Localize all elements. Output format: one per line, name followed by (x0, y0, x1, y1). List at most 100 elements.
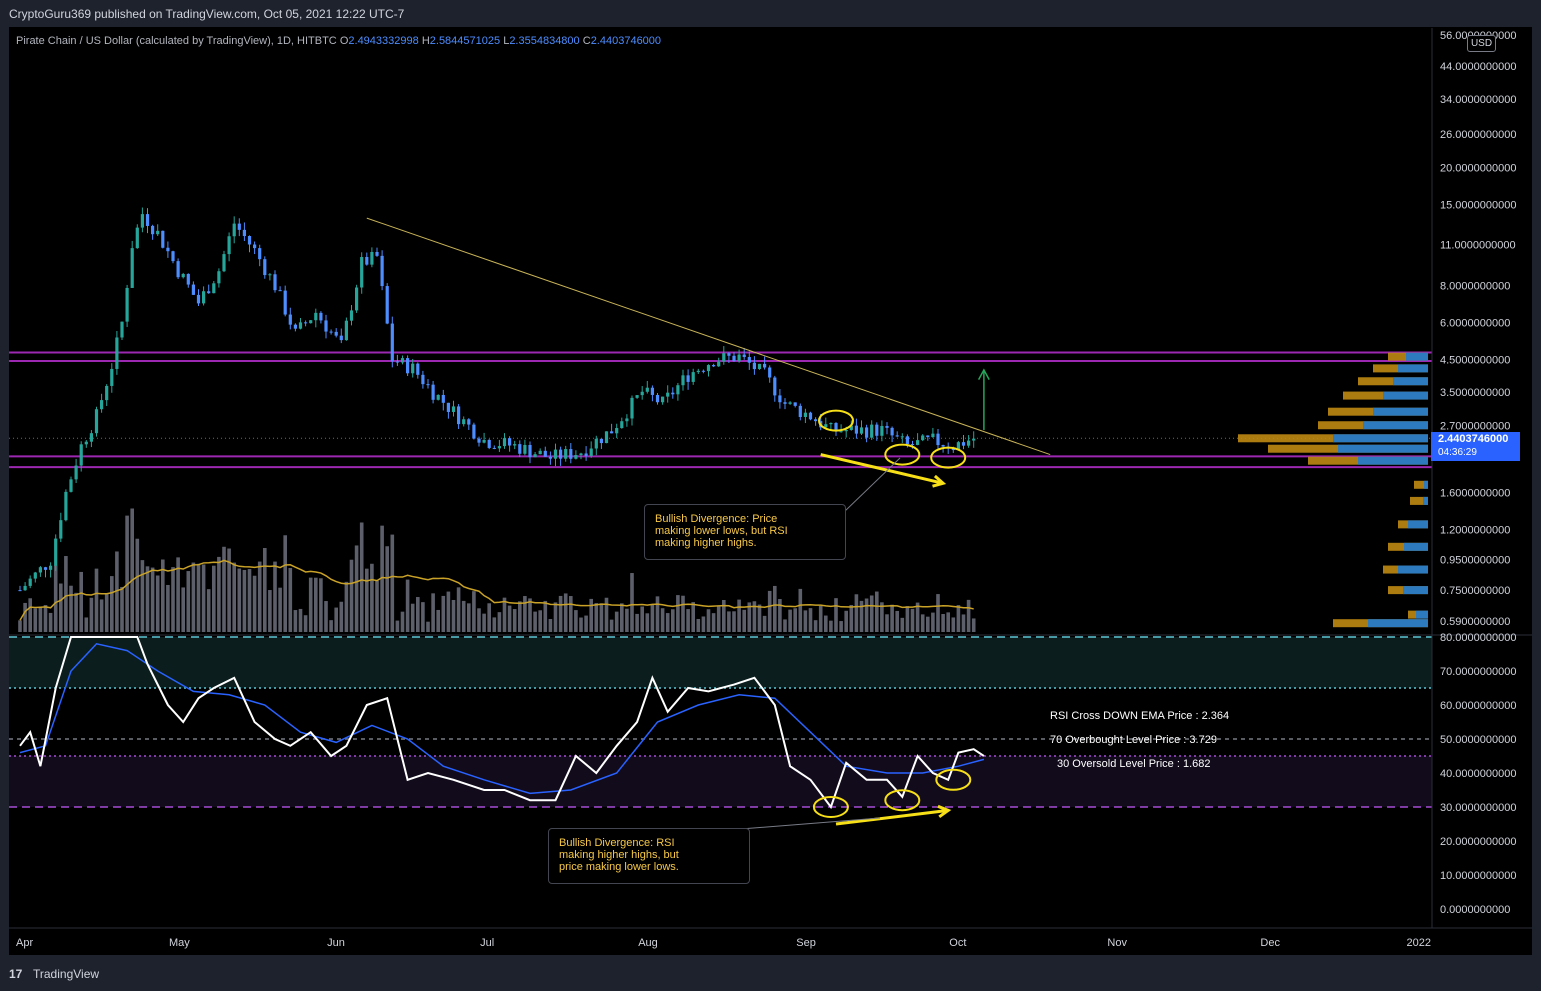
volume-bar-94 (497, 612, 502, 632)
volume-bar-187 (971, 618, 976, 632)
profile-down-4 (1373, 407, 1428, 416)
volume-bar-84 (446, 591, 451, 632)
candle-body-2021-07-08 (518, 444, 522, 454)
candle-body-2021-05-15 (242, 229, 246, 237)
volume-bar-139 (727, 611, 731, 632)
candle-body-2021-05-01 (171, 251, 175, 262)
candle-body-2021-08-09 (681, 375, 685, 386)
rsi-tick-label: 30.0000000000 (1440, 802, 1516, 814)
volume-bar-56 (303, 615, 308, 632)
volume-bar-44 (242, 569, 247, 632)
candle-body-2021-07-28 (620, 421, 624, 429)
rsi-ema-line (19, 642, 985, 795)
volume-bar-20 (120, 586, 124, 632)
volume-bar-67 (359, 522, 364, 632)
price-divergence-note[interactable]: Bullish Divergence: Price making lower l… (644, 504, 846, 560)
axes: 56.000000000044.000000000034.00000000002… (9, 28, 1532, 949)
currency-button[interactable]: USD (1467, 35, 1496, 52)
candle-body-2021-04-17 (100, 400, 104, 410)
candle-body-2021-07-19 (574, 455, 578, 459)
candle-body-2021-04-14 (84, 441, 88, 445)
candle-body-2021-06-09 (370, 251, 374, 265)
volume-bar-159 (829, 620, 833, 632)
volume-bar-24 (140, 560, 145, 632)
rsi-tick-label: 70.0000000000 (1440, 666, 1516, 678)
rsi-cross-label: RSI Cross DOWN EMA Price : 2.364 (1050, 710, 1230, 722)
tradingview-brand[interactable]: TradingView (33, 967, 100, 981)
volume-bar-7 (53, 565, 58, 632)
volume-bar-170 (885, 614, 889, 632)
profile-down-2 (1393, 377, 1428, 386)
candle-body-2021-08-28 (778, 395, 782, 403)
candle-body-2021-05-02 (176, 261, 180, 278)
volume-bar-114 (599, 603, 604, 632)
time-tick-label: Nov (1107, 937, 1127, 949)
candle-body-2021-06-11 (380, 255, 384, 287)
ohlc-high-label: H (421, 35, 430, 47)
candle-body-2021-09-20 (895, 435, 899, 437)
rsi-oversold-zone (9, 756, 1432, 807)
last-price-value: 2.4403746000 (1438, 433, 1509, 445)
candle-body-2021-08-12 (696, 370, 700, 373)
rsi-ellipse-2 (935, 768, 972, 791)
rsi-tick-label: 40.0000000000 (1440, 768, 1516, 780)
volume-bar-98 (518, 601, 522, 632)
volume-profile (1238, 352, 1428, 628)
candle-body-2021-07-20 (579, 453, 583, 456)
tradingview-logo-icon[interactable]: 17 (9, 967, 23, 981)
volume-bar-186 (966, 599, 971, 632)
volume-bar-37 (206, 589, 211, 632)
candle-body-2021-09-16 (875, 424, 879, 436)
volume-bar-23 (135, 538, 140, 632)
ohlc-close-label: C (582, 35, 591, 47)
volume-bar-147 (767, 590, 772, 632)
volume-bar-126 (660, 608, 665, 632)
volume-bar-181 (941, 614, 945, 632)
candle-body-2021-05-23 (283, 290, 287, 315)
candle-body-2021-06-05 (349, 310, 354, 321)
note-leader-price (843, 457, 901, 513)
candle-body-2021-05-11 (222, 254, 226, 272)
volume-bar-54 (293, 610, 298, 632)
volume-bar-104 (548, 619, 553, 632)
price-ellipse-2 (930, 446, 967, 469)
volume-bar-85 (451, 599, 456, 632)
candle-body-2021-07-06 (508, 438, 512, 446)
volume-bar-40 (222, 546, 226, 632)
candles (18, 207, 976, 592)
price-tick-label: 15.0000000000 (1440, 200, 1516, 212)
price-tick-label: 3.5000000000 (1440, 387, 1510, 399)
candle-body-2021-05-08 (207, 291, 211, 294)
candle-body-2021-04-02 (23, 585, 27, 591)
candle-body-2021-05-29 (314, 312, 318, 321)
volume-bar-137 (716, 606, 721, 632)
volume-bar-71 (380, 525, 384, 632)
volume-bar-79 (421, 602, 425, 632)
volume-bar-63 (339, 601, 344, 632)
volume-bar-1 (23, 602, 27, 632)
candle-body-2021-06-27 (462, 419, 466, 425)
candle-body-2021-09-04 (814, 419, 818, 422)
volume-bar-50 (273, 561, 277, 632)
volume-bar-33 (186, 571, 191, 632)
candle-body-2021-05-16 (247, 236, 252, 245)
candle-body-2021-07-02 (487, 439, 491, 448)
candle-body-2021-04-06 (43, 567, 48, 570)
candle-body-2021-09-07 (829, 423, 833, 425)
candle-body-2021-04-07 (49, 565, 53, 570)
candle-body-2021-05-22 (278, 290, 282, 292)
price-tick-label: 44.0000000000 (1440, 61, 1516, 73)
volume-bar-172 (895, 610, 899, 632)
volume-bar-145 (757, 604, 762, 632)
candle-body-2021-05-04 (186, 273, 190, 285)
rsi-overbought-label: 70 Overbought Level Price : 3.729 (1050, 734, 1217, 746)
volume-bar-132 (691, 602, 695, 632)
volume-bar-77 (410, 603, 415, 632)
candle-body-2021-09-17 (880, 425, 884, 436)
candle-body-2021-06-29 (472, 424, 476, 439)
candle-body-2021-06-28 (467, 419, 471, 425)
rsi-divergence-note[interactable]: Bullish Divergence: RSI making higher hi… (548, 828, 750, 884)
candle-body-2021-07-14 (548, 456, 552, 459)
volume-bar-14 (89, 597, 94, 632)
